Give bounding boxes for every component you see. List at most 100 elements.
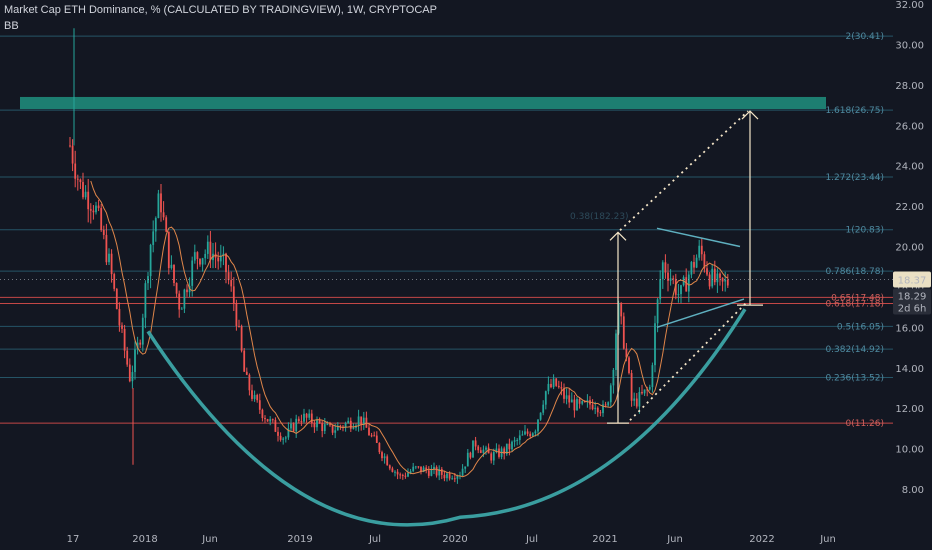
y-tick-label: 22.00	[895, 202, 924, 213]
dotted-line-bottom	[629, 300, 749, 421]
candle-body	[134, 349, 136, 373]
last-price-label: 18.37	[898, 275, 927, 286]
candle-body	[391, 468, 394, 472]
candle-body	[677, 294, 680, 296]
candle-body	[477, 446, 480, 451]
candle-body	[383, 456, 386, 459]
x-tick-label: 2019	[287, 534, 312, 545]
candle-body	[308, 413, 311, 418]
candle-body	[625, 348, 628, 358]
faint-label: 0.38(182.23)	[570, 212, 629, 222]
candle-body	[225, 253, 227, 273]
fib-label: 0.382(14.92)	[825, 345, 884, 355]
candle-body	[638, 392, 641, 407]
candle-body	[266, 419, 269, 422]
candle-body	[586, 400, 589, 402]
candle-body	[703, 254, 706, 269]
candle-body	[628, 357, 630, 374]
candle-body	[669, 278, 672, 281]
candle-body	[550, 383, 552, 388]
candle-body	[204, 253, 207, 259]
y-tick-label: 20.00	[895, 243, 924, 254]
candle-body	[417, 466, 420, 468]
candle-body	[118, 308, 121, 326]
candle-body	[295, 418, 298, 432]
candle-body	[443, 474, 446, 479]
candle-body	[386, 456, 389, 466]
candle-body	[282, 438, 285, 440]
candle-body	[511, 441, 513, 450]
candle-body	[191, 260, 194, 286]
candle-body	[362, 417, 365, 425]
candle-body	[667, 272, 669, 281]
current-price-tag	[893, 288, 931, 315]
candle-body	[531, 433, 534, 437]
candle-body	[479, 450, 482, 453]
candle-body	[209, 241, 212, 261]
candle-body	[271, 419, 274, 421]
fib-label: 0.65(17.48)	[831, 293, 884, 303]
candle-body	[412, 466, 415, 472]
candle-body	[648, 387, 651, 390]
candle-body	[721, 277, 724, 282]
moving-average	[90, 180, 729, 478]
candle-body	[542, 404, 545, 413]
candle-body	[664, 262, 667, 273]
candle-body	[123, 328, 126, 351]
candle-body	[165, 217, 168, 232]
candle-body	[344, 423, 347, 428]
candle-body	[630, 373, 633, 401]
candle-body	[256, 395, 259, 401]
y-tick-label: 16.00	[895, 323, 924, 334]
candle-body	[599, 412, 602, 414]
candle-body	[495, 448, 498, 453]
candle-body	[141, 317, 144, 345]
candle-body	[612, 369, 615, 386]
candle-body	[438, 468, 441, 476]
candle-body	[485, 447, 487, 450]
fib-label: 0(11.26)	[845, 419, 884, 429]
candle-body	[313, 423, 316, 428]
channel-top	[656, 227, 741, 248]
candle-body	[643, 389, 646, 394]
candle-body	[651, 365, 654, 388]
candle-body	[524, 431, 526, 435]
candle-body	[529, 433, 532, 437]
candle-body	[108, 253, 110, 263]
candle-body	[105, 234, 108, 263]
candle-body	[719, 273, 721, 278]
candle-body	[490, 453, 493, 461]
candle-body	[609, 385, 612, 403]
fib-label: 1(20.83)	[845, 226, 884, 236]
candle-body	[565, 395, 568, 399]
countdown-label: 2d 6h	[898, 303, 927, 314]
x-axis: 17 2018 Jun 2019 Jul 2020 Jul 2021 Jun 2022 Jun	[0, 529, 932, 550]
candle-body	[110, 253, 113, 275]
resistance-zone-rect	[20, 96, 826, 110]
candle-body	[219, 255, 222, 262]
candle-body	[430, 469, 433, 476]
candles	[69, 28, 729, 484]
candle-body	[557, 385, 560, 388]
candle-body	[518, 435, 521, 440]
candle-body	[71, 145, 74, 164]
candle-body	[79, 179, 82, 183]
candle-body	[516, 439, 519, 441]
candle-body	[498, 448, 500, 457]
candle-body	[149, 244, 152, 277]
candle-body	[604, 404, 607, 406]
candle-body	[331, 425, 334, 433]
candle-body	[173, 264, 175, 284]
candle-body	[690, 262, 693, 275]
candle-body	[230, 280, 233, 287]
dotted-line-top	[619, 110, 749, 231]
candle-body	[152, 231, 155, 245]
candle-body	[456, 475, 459, 479]
candle-body	[633, 398, 636, 401]
candle-body	[175, 283, 178, 294]
candle-body	[84, 191, 87, 198]
candle-body	[539, 412, 542, 420]
candle-body	[154, 218, 157, 232]
